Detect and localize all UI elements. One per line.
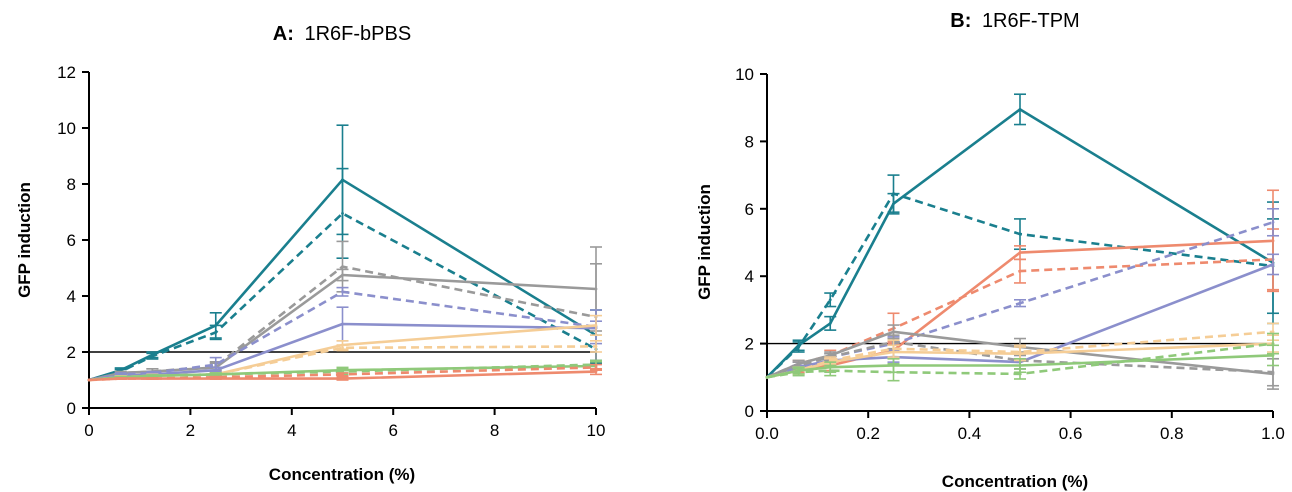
- panel-a-title-text: 1R6F-bPBS: [304, 23, 411, 45]
- panel-b-data-point: [1018, 350, 1022, 354]
- panel-a-data-point: [119, 377, 123, 380]
- panel-b-x-tick-label: 0.8: [1160, 424, 1184, 443]
- panel-b-y-tick-label: 4: [745, 267, 754, 286]
- panel-b-data-point: [828, 321, 832, 325]
- panel-a-data-point: [594, 345, 598, 348]
- panel-a-x-tick-label: 8: [490, 421, 499, 440]
- panel-a-y-tick-label: 0: [67, 399, 76, 418]
- panel-a-data-point: [87, 378, 91, 382]
- panel-a-plot: 0 2 4 6 8 10 0 2 4 6 8 10 12: [57, 63, 605, 440]
- panel-b-data-point: [1018, 372, 1022, 376]
- panel-b-data-point: [828, 298, 832, 302]
- panel-b-y-tick-label: 2: [745, 335, 754, 354]
- panel-a-data-point: [341, 265, 344, 268]
- panel-a-data-point: [214, 373, 218, 376]
- panel-a-x-tick-label: 6: [388, 421, 397, 440]
- panel-a-y-tick-label: 2: [67, 343, 76, 362]
- panel-b-title-text: 1R6F-TPM: [982, 10, 1080, 32]
- panel-a-data-point: [150, 374, 154, 378]
- panel-a-series-3: [87, 240, 602, 382]
- panel-b-y-tick-label: 6: [745, 200, 754, 219]
- panel-b-data-point: [797, 364, 801, 367]
- panel-b-series-line: [766, 342, 1274, 379]
- panel-b-data-point: [828, 369, 832, 372]
- panel-a-data-point: [341, 346, 344, 350]
- panel-b-x-tick-label: 1.0: [1261, 424, 1285, 443]
- panel-a-data-point: [341, 212, 344, 215]
- panel-a-title-prefix: A:: [273, 23, 294, 45]
- panel-b-data-point: [1271, 263, 1275, 266]
- panel-b-series-11: [765, 332, 1279, 382]
- panel-a-y-tick-label: 6: [67, 231, 76, 250]
- panel-b-data-point: [892, 330, 895, 334]
- panel-b-y-tick-label: 0: [745, 402, 754, 421]
- panel-a-data-point: [214, 331, 218, 334]
- panel-b-series-line: [766, 108, 1274, 379]
- panel-a-data-point: [341, 373, 344, 376]
- panel-b-data-point: [1018, 269, 1022, 273]
- panel-a-data-point: [341, 290, 344, 294]
- panel-b-x-tick-label: 0.2: [856, 424, 880, 443]
- panel-a-y-tick-label: 8: [67, 175, 76, 194]
- panel-b-x-tick-label: 0.0: [755, 424, 779, 443]
- panel-b-data-point: [797, 370, 801, 374]
- panel-a-y-tick-label: 4: [67, 287, 76, 306]
- panel-a-x-tick-label: 4: [287, 421, 296, 440]
- panel-a-data-point: [341, 322, 344, 326]
- panel-b-data-point: [765, 375, 769, 379]
- panel-a-series-11: [87, 363, 602, 382]
- panel-b-data-point: [892, 347, 895, 351]
- panel-a-xlabel: Concentration (%): [269, 465, 415, 484]
- panel-b-data-point: [1018, 107, 1022, 111]
- panel-b-data-point: [1271, 353, 1275, 357]
- panel-a-y-tick-label: 10: [57, 119, 76, 138]
- panel-b-plot: 0.0 0.2 0.4 0.6 0.8 1.0 0 2 4 6 8 10: [735, 65, 1285, 443]
- panel-a-data-point: [594, 366, 598, 369]
- panel-a-ylabel: GFP induction: [15, 182, 34, 298]
- panel-b: B: 1R6F-TPM GFP induction Concentration …: [695, 10, 1285, 491]
- panel-a-data-point: [150, 377, 154, 380]
- panel-b-data-point: [1271, 342, 1275, 345]
- panel-a-title: A: 1R6F-bPBS: [273, 23, 411, 45]
- panel-a-data-point: [214, 363, 218, 366]
- panel-b-data-point: [1271, 370, 1275, 374]
- panel-b-data-point: [1018, 251, 1022, 255]
- panel-b-y-tick-label: 8: [745, 132, 754, 151]
- panel-a-data-point: [594, 324, 598, 327]
- panel-b-series-line: [766, 354, 1274, 379]
- panel-a-y-tick-label: 12: [57, 63, 76, 82]
- panel-b-data-point: [892, 370, 895, 374]
- panel-b-series-line: [766, 192, 1274, 379]
- panel-a-x-tick-label: 10: [587, 421, 606, 440]
- panel-b-data-point: [1018, 364, 1022, 367]
- panel-b-xlabel: Concentration (%): [942, 472, 1088, 491]
- panel-a-x-tick-label: 0: [84, 421, 93, 440]
- panel-a-series-0: [87, 124, 602, 382]
- panel-b-data-point: [828, 359, 832, 362]
- panel-a-data-point: [341, 377, 344, 380]
- panel-a-x-tick-label: 2: [186, 421, 195, 440]
- panel-b-x-tick-label: 0.4: [958, 424, 982, 443]
- panel-b-ylabel: GFP induction: [695, 184, 714, 300]
- panel-a: A: 1R6F-bPBS GFP induction Concentration…: [15, 23, 605, 484]
- panel-a-data-point: [214, 375, 218, 379]
- panel-b-x-tick-label: 0.6: [1059, 424, 1083, 443]
- panel-b-data-point: [892, 192, 895, 196]
- panel-b-data-point: [1271, 330, 1275, 334]
- panel-a-data-point: [150, 354, 154, 358]
- panel-a-series-line: [88, 366, 597, 382]
- panel-b-series-0: [765, 93, 1279, 379]
- panel-b-title: B: 1R6F-TPM: [950, 10, 1079, 32]
- panel-b-title-prefix: B:: [950, 10, 971, 32]
- panel-b-data-point: [797, 345, 801, 349]
- panel-b-data-point: [1018, 232, 1022, 236]
- panel-b-data-point: [1271, 220, 1275, 224]
- panel-b-y-tick-label: 10: [735, 65, 754, 84]
- panel-b-data-point: [1018, 301, 1022, 305]
